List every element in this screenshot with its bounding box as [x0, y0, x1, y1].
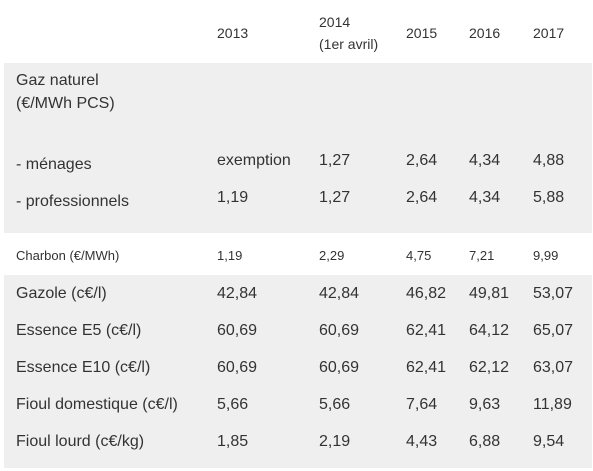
- essence-e5-2017: 65,07: [533, 322, 574, 339]
- charbon-2015: 4,75: [406, 248, 432, 263]
- gazole-label: Gazole (c€/l): [16, 285, 107, 302]
- fioul-lourd-label: Fioul lourd (c€/kg): [16, 433, 145, 450]
- gaz-title-line1: Gaz naturel: [16, 72, 99, 89]
- gaz-pros-2016: 4,34: [469, 189, 501, 206]
- header-2013: 2013: [217, 25, 249, 41]
- gaz-title-line2: (€/MWh PCS): [16, 95, 115, 112]
- essence-e5-2013: 60,69: [217, 322, 258, 339]
- fioul-domestique-2017: 11,89: [533, 396, 572, 413]
- charbon-2016: 7,21: [469, 248, 495, 263]
- fuels-section: Gazole (c€/l) 42,84 42,84 46,82 49,81 53…: [4, 275, 592, 468]
- gazole-2015: 46,82: [406, 285, 447, 302]
- gaz-menages-label: - ménages: [16, 156, 92, 173]
- fioul-lourd-2015: 4,43: [406, 433, 438, 450]
- fioul-lourd-2014: 2,19: [319, 433, 351, 450]
- gaz-menages-2017: 4,88: [533, 152, 565, 169]
- tax-rates-table: 2013 2014 (1er avril) 2015 2016 2017 Gaz…: [4, 0, 592, 468]
- essence-e5-2015: 62,41: [406, 322, 447, 339]
- header-2016: 2016: [469, 25, 501, 41]
- charbon-label: Charbon (€/MWh): [16, 248, 120, 263]
- gaz-naturel-section: Gaz naturel (€/MWh PCS) - ménages exempt…: [4, 63, 592, 233]
- gaz-menages-2016: 4,34: [469, 152, 501, 169]
- header-row: 2013 2014 (1er avril) 2015 2016 2017: [4, 0, 592, 63]
- fioul-domestique-2016: 9,63: [469, 396, 501, 413]
- gaz-menages-2013: exemption: [217, 152, 291, 169]
- charbon-2017: 9,99: [533, 248, 559, 263]
- essence-e10-label: Essence E10 (c€/l): [16, 359, 151, 376]
- essence-e10-2017: 63,07: [533, 359, 574, 376]
- fioul-lourd-2017: 9,54: [533, 433, 565, 450]
- gaz-pros-2017: 5,88: [533, 189, 565, 206]
- essence-e5-2016: 64,12: [469, 322, 510, 339]
- essence-e10-2016: 62,12: [469, 359, 510, 376]
- gazole-2016: 49,81: [469, 285, 510, 302]
- header-2014-note: (1er avril): [319, 36, 379, 52]
- essence-e10-2015: 62,41: [406, 359, 447, 376]
- charbon-row: Charbon (€/MWh) 1,19 2,29 4,75 7,21 9,99: [4, 237, 592, 275]
- gaz-menages-2014: 1,27: [319, 152, 351, 169]
- gaz-menages-2015: 2,64: [406, 152, 438, 169]
- gaz-pros-2013: 1,19: [217, 189, 249, 206]
- fioul-domestique-2014: 5,66: [319, 396, 351, 413]
- essence-e10-2014: 60,69: [319, 359, 360, 376]
- gaz-pros-2014: 1,27: [319, 189, 351, 206]
- header-2015: 2015: [406, 25, 438, 41]
- essence-e10-2013: 60,69: [217, 359, 258, 376]
- header-2014: 2014: [319, 14, 351, 30]
- essence-e5-label: Essence E5 (c€/l): [16, 322, 142, 339]
- gaz-pros-2015: 2,64: [406, 189, 438, 206]
- gaz-pros-label: - professionnels: [16, 193, 129, 210]
- gazole-2014: 42,84: [319, 285, 360, 302]
- gazole-2013: 42,84: [217, 285, 258, 302]
- fioul-domestique-2013: 5,66: [217, 396, 249, 413]
- charbon-2013: 1,19: [217, 248, 243, 263]
- charbon-2014: 2,29: [319, 248, 345, 263]
- essence-e5-2014: 60,69: [319, 322, 360, 339]
- fioul-lourd-2016: 6,88: [469, 433, 501, 450]
- gazole-2017: 53,07: [533, 285, 574, 302]
- header-2017: 2017: [533, 25, 565, 41]
- fioul-domestique-2015: 7,64: [406, 396, 438, 413]
- fioul-domestique-label: Fioul domestique (c€/l): [16, 396, 178, 413]
- fioul-lourd-2013: 1,85: [217, 433, 249, 450]
